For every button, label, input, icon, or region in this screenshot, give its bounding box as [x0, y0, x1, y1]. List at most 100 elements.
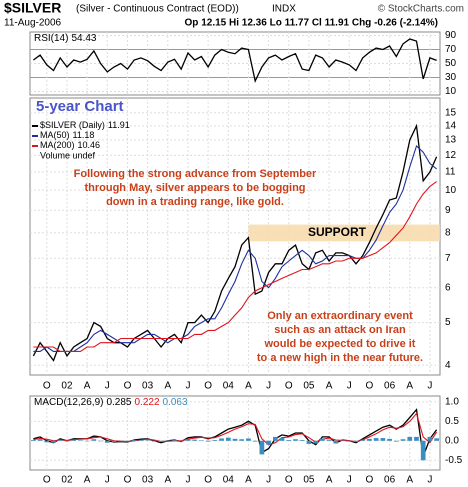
histogram-bar: [232, 438, 238, 441]
histogram-bar: [151, 440, 157, 442]
y-tick-label: 30: [445, 72, 457, 83]
legend: $SILVER (Daily) 11.91: [40, 120, 130, 130]
histogram-bar: [380, 438, 386, 441]
histogram-bar: [246, 438, 251, 441]
date: 11-Aug-2006: [4, 18, 62, 29]
x-tick-label: 02: [61, 475, 73, 486]
histogram-bar: [192, 439, 198, 441]
y-tick-label: 4: [445, 360, 451, 371]
legend: MA(50) 11.18: [40, 130, 94, 140]
x-tick-label: O: [43, 475, 51, 486]
x-tick-label: 03: [142, 381, 154, 392]
histogram-bar: [360, 439, 366, 441]
histogram-bar: [259, 440, 265, 455]
legend-value: 54.43: [71, 33, 96, 44]
x-tick-label: O: [204, 381, 212, 392]
x-tick-label: A: [406, 475, 413, 486]
y-tick-label: 10: [445, 185, 457, 196]
histogram-bar: [407, 436, 413, 441]
histogram-bar: [165, 440, 171, 441]
x-tick-label: J: [427, 381, 432, 392]
histogram-bar: [252, 440, 258, 442]
histogram-bar: [393, 440, 399, 442]
histogram-bar: [104, 440, 110, 443]
x-tick-label: 04: [223, 381, 235, 392]
x-tick-label: J: [347, 381, 352, 392]
x-tick-label: 06: [384, 475, 396, 486]
x-tick-label: A: [326, 381, 333, 392]
histogram-bar: [387, 438, 392, 441]
histogram-bar: [158, 440, 164, 442]
histogram-bar: [212, 440, 218, 441]
histogram-bar: [340, 440, 345, 441]
subtitle: (Silver - Continuous Contract (EOD)): [76, 4, 239, 15]
histogram-bar: [306, 440, 312, 444]
symbol: $SILVER: [4, 0, 61, 16]
annotation: through May, silver appears to be boggin…: [84, 182, 305, 194]
y-tick-label: 13: [445, 135, 457, 146]
annotation: to a new high in the near future.: [257, 352, 423, 364]
series-line: [33, 412, 438, 446]
legend: MA(200) 10.46: [40, 140, 100, 150]
x-tick-label: J: [266, 381, 271, 392]
y-tick-label: -0.5: [445, 455, 463, 466]
legend: RSI(14) 54.43: [34, 33, 97, 44]
y-tick-label: 5: [445, 317, 451, 328]
x-tick-label: 05: [303, 475, 315, 486]
histogram-bar: [84, 440, 90, 442]
volume-note: Volume undef: [40, 150, 96, 160]
x-tick-label: A: [164, 381, 171, 392]
y-tick-label: 10: [445, 86, 457, 97]
histogram-bar: [51, 440, 56, 443]
y-tick-label: 12: [445, 150, 457, 161]
histogram-bar: [145, 440, 150, 441]
x-tick-label: O: [285, 381, 293, 392]
legend-name: RSI(14): [34, 33, 68, 44]
series-line: [33, 181, 437, 352]
histogram-bar: [205, 440, 211, 442]
histogram-bar: [185, 439, 191, 441]
histogram-bar: [320, 438, 325, 441]
histogram-bar: [138, 440, 144, 441]
legend-name: MACD(12,26,9): [34, 397, 103, 408]
histogram-bar: [111, 440, 117, 442]
legend-value: 11.91: [108, 120, 130, 130]
x-tick-label: A: [326, 475, 333, 486]
series-line: [32, 123, 438, 362]
histogram-bar: [333, 440, 339, 444]
histogram-bar: [64, 440, 70, 442]
x-tick-label: O: [124, 475, 132, 486]
panel-frame: [29, 395, 441, 471]
histogram-bar: [37, 439, 43, 441]
histogram-bar: [225, 437, 231, 441]
y-tick-label: 1.0: [445, 396, 459, 407]
x-tick-label: O: [285, 475, 293, 486]
panel-title: 5-year Chart: [36, 98, 124, 115]
histogram-bar: [326, 439, 332, 441]
histogram-bar: [91, 439, 97, 441]
y-tick-label: 70: [445, 44, 457, 55]
x-tick-label: O: [43, 381, 51, 392]
histogram-bar: [125, 440, 130, 442]
y-tick-label: 15: [445, 107, 457, 118]
y-tick-label: 6: [445, 282, 451, 293]
x-tick-label: J: [185, 475, 190, 486]
x-tick-label: 04: [223, 475, 235, 486]
histogram-bar: [31, 440, 36, 441]
histogram-bar: [286, 440, 292, 441]
x-tick-label: A: [406, 381, 413, 392]
legend-name: MA(200): [40, 140, 75, 150]
y-tick-label: 0.5: [445, 416, 459, 427]
x-tick-label: A: [164, 475, 171, 486]
credit: © StockCharts.com: [378, 4, 464, 15]
histogram-bar: [353, 440, 359, 442]
histogram-bar: [239, 439, 245, 441]
histogram-bar: [420, 440, 426, 461]
x-tick-label: J: [105, 475, 110, 486]
y-tick-label: 50: [445, 58, 457, 69]
legend-name: $SILVER (Daily): [40, 120, 105, 130]
legend: MACD(12,26,9)0.285 0.2220.063: [34, 397, 188, 408]
x-tick-label: 05: [303, 381, 315, 392]
